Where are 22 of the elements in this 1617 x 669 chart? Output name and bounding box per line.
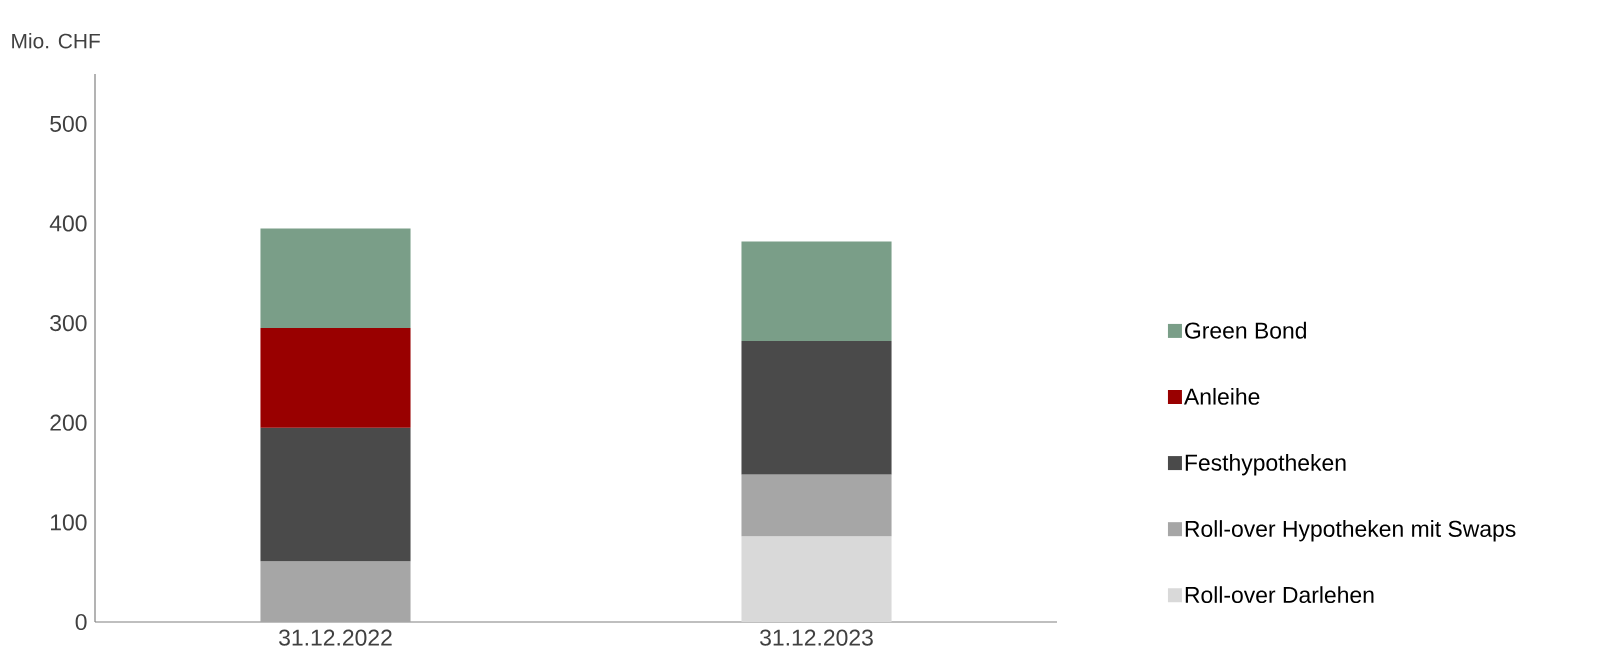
legend-label: Festhypotheken xyxy=(1185,454,1346,476)
legend-label: Roll-over Hypotheken mit Swaps xyxy=(1185,520,1516,542)
y-tick-label: 200 xyxy=(50,414,87,431)
y-tick-label: 400 xyxy=(49,215,87,232)
bar xyxy=(741,536,892,622)
y-tick-label: 300 xyxy=(50,314,87,332)
legend-label: Roll-over Darlehen xyxy=(1185,586,1374,604)
bar xyxy=(260,561,411,622)
bar xyxy=(260,328,411,428)
y-tick-label: 0 xyxy=(75,613,87,631)
y-tick-label: 500 xyxy=(50,115,87,132)
x-tick-label: 31.12.2023 xyxy=(760,629,873,646)
legend-label: Anleihe xyxy=(1183,387,1260,405)
bar xyxy=(260,427,411,562)
bar xyxy=(741,341,892,475)
x-tick-label: 31.12.2022 xyxy=(279,629,392,646)
bar xyxy=(741,474,892,537)
y-tick-label: 100 xyxy=(51,514,87,531)
y-axis-title: Mio. CHF xyxy=(12,33,100,49)
bar xyxy=(260,228,411,329)
legend-label: Green Bond xyxy=(1185,321,1306,339)
bar xyxy=(741,241,892,342)
